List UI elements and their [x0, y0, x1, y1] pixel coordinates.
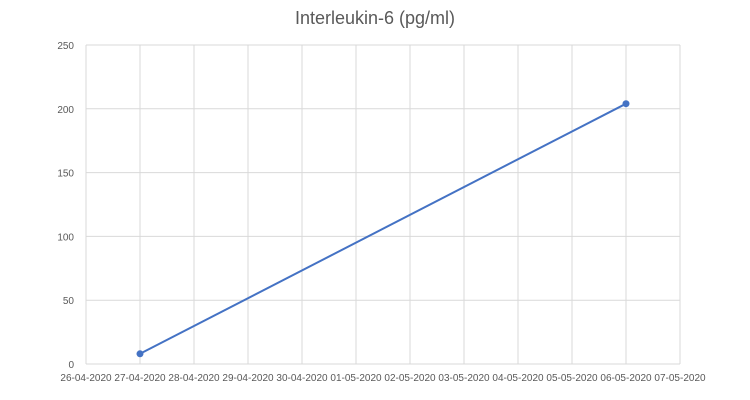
- x-tick-label: 26-04-2020: [60, 373, 112, 384]
- y-tick-label: 0: [68, 360, 74, 371]
- x-tick-label: 01-05-2020: [330, 373, 382, 384]
- chart-title: Interleukin-6 (pg/ml): [294, 8, 456, 28]
- y-tick-label: 150: [57, 169, 74, 180]
- x-tick-label: 05-05-2020: [546, 373, 598, 384]
- data-point[interactable]: [136, 350, 144, 358]
- y-tick-label: 100: [57, 232, 74, 243]
- data-series: [136, 100, 630, 358]
- x-tick-label: 27-04-2020: [114, 373, 166, 384]
- y-tick-label: 250: [57, 41, 74, 52]
- x-tick-label: 28-04-2020: [168, 373, 220, 384]
- y-axis-ticks: 0 50 100 150 200 250: [57, 41, 74, 371]
- y-tick-label: 50: [63, 296, 75, 307]
- x-tick-label: 02-05-2020: [384, 373, 436, 384]
- x-tick-label: 29-04-2020: [222, 373, 274, 384]
- data-point[interactable]: [622, 100, 630, 108]
- y-tick-label: 200: [57, 105, 74, 116]
- x-tick-label: 04-05-2020: [492, 373, 544, 384]
- x-tick-label: 06-05-2020: [600, 373, 652, 384]
- gridlines: [85, 44, 681, 365]
- series-line: [139, 102, 627, 355]
- x-tick-label: 03-05-2020: [438, 373, 490, 384]
- x-tick-label: 07-05-2020: [654, 373, 706, 384]
- x-tick-label: 30-04-2020: [276, 373, 328, 384]
- x-axis-ticks: 26-04-2020 27-04-2020 28-04-2020 29-04-2020…: [60, 373, 706, 384]
